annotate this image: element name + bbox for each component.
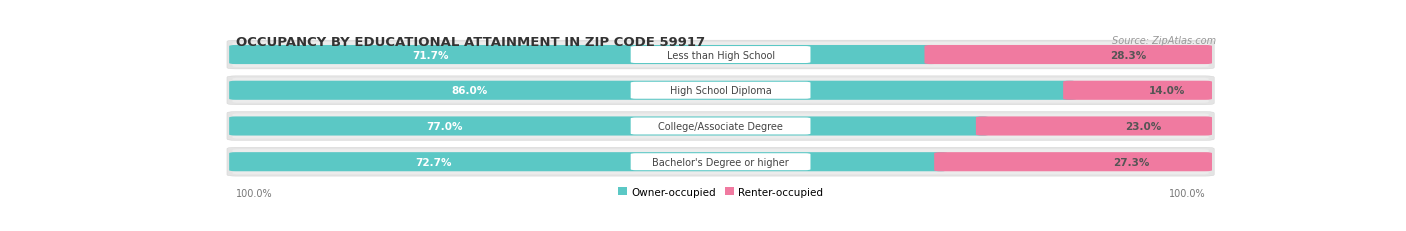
- Text: 77.0%: 77.0%: [426, 122, 463, 131]
- FancyBboxPatch shape: [934, 152, 1212, 172]
- FancyBboxPatch shape: [925, 46, 1212, 65]
- FancyBboxPatch shape: [631, 118, 810, 135]
- FancyBboxPatch shape: [1063, 81, 1212, 100]
- Text: 86.0%: 86.0%: [451, 86, 488, 96]
- Legend: Owner-occupied, Renter-occupied: Owner-occupied, Renter-occupied: [619, 187, 823, 197]
- FancyBboxPatch shape: [232, 149, 1209, 175]
- Text: Less than High School: Less than High School: [666, 50, 775, 60]
- FancyBboxPatch shape: [631, 154, 810, 170]
- FancyBboxPatch shape: [232, 114, 1209, 139]
- FancyBboxPatch shape: [232, 78, 1209, 103]
- FancyBboxPatch shape: [631, 82, 810, 99]
- FancyBboxPatch shape: [631, 47, 810, 64]
- Text: High School Diploma: High School Diploma: [669, 86, 772, 96]
- Text: 14.0%: 14.0%: [1149, 86, 1185, 96]
- Text: College/Associate Degree: College/Associate Degree: [658, 122, 783, 131]
- FancyBboxPatch shape: [976, 117, 1212, 136]
- FancyBboxPatch shape: [229, 152, 948, 172]
- Text: OCCUPANCY BY EDUCATIONAL ATTAINMENT IN ZIP CODE 59917: OCCUPANCY BY EDUCATIONAL ATTAINMENT IN Z…: [236, 36, 704, 49]
- Text: 100.0%: 100.0%: [1168, 188, 1205, 198]
- Text: 23.0%: 23.0%: [1125, 122, 1161, 131]
- FancyBboxPatch shape: [232, 43, 1209, 68]
- FancyBboxPatch shape: [226, 76, 1215, 105]
- FancyBboxPatch shape: [226, 41, 1215, 70]
- FancyBboxPatch shape: [229, 117, 988, 136]
- Text: 71.7%: 71.7%: [412, 50, 449, 60]
- FancyBboxPatch shape: [229, 46, 938, 65]
- Text: 28.3%: 28.3%: [1111, 50, 1147, 60]
- FancyBboxPatch shape: [229, 81, 1076, 100]
- FancyBboxPatch shape: [226, 112, 1215, 141]
- FancyBboxPatch shape: [226, 148, 1215, 176]
- Text: 27.3%: 27.3%: [1114, 157, 1150, 167]
- Text: 72.7%: 72.7%: [415, 157, 451, 167]
- Text: Source: ZipAtlas.com: Source: ZipAtlas.com: [1112, 36, 1216, 46]
- Text: 100.0%: 100.0%: [236, 188, 273, 198]
- Text: Bachelor's Degree or higher: Bachelor's Degree or higher: [652, 157, 789, 167]
